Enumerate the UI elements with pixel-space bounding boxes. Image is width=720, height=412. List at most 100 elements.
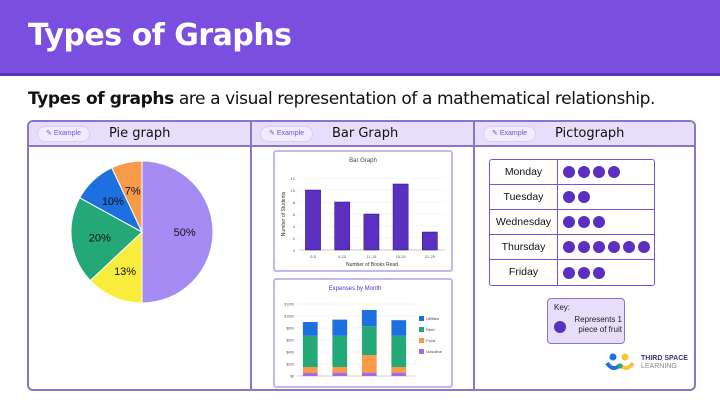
legend-label: Rent (426, 327, 435, 332)
stacked-bar-segment (361, 326, 377, 355)
third-space-logo-icon (605, 353, 635, 370)
fruit-dot-icon (593, 166, 605, 178)
subtitle-rest: are a visual representation of a mathema… (173, 89, 656, 109)
fruit-dot-icon (638, 241, 650, 253)
stacked-bar-segment (302, 335, 318, 367)
day-label: Wednesday (490, 210, 558, 234)
key-title: Key: (554, 303, 571, 312)
fruit-dot-icon (593, 241, 605, 253)
x-tick-label: 6-10 (338, 254, 347, 259)
pictograph-panel: ✎ Example Pictograph Monday Tuesday Wednes… (475, 122, 694, 389)
chart-title: Expenses by Month (329, 286, 382, 292)
day-label: Thursday (490, 235, 558, 259)
stacked-bar-segment (391, 335, 407, 367)
stacked-bar-segment (302, 373, 318, 376)
day-label: Tuesday (490, 185, 558, 209)
stacked-bar-segment (391, 373, 407, 376)
bar (421, 231, 438, 251)
fruit-dots (558, 210, 605, 234)
pie-slice (111, 160, 143, 233)
fruit-dot-icon (578, 266, 590, 279)
panel-header: ✎ Example Bar Graph (252, 122, 473, 147)
subtitle-bold: Types of graphs (28, 89, 174, 109)
pictograph-table: Monday Tuesday Wednesday Thursday Friday (489, 159, 655, 286)
bar-panel: ✎ Example Bar Graph Bar Graph 0 2 4 6 8 10 12 0-… (252, 122, 475, 389)
example-tag: ✎ Example (37, 126, 91, 142)
y-tick-label: $1200 (284, 303, 294, 307)
y-tick-label: 10 (291, 188, 296, 193)
subtitle: Types of graphs are a visual representat… (28, 89, 655, 109)
y-tick-label: $600 (286, 339, 294, 343)
legend-swatch (419, 338, 424, 343)
stacked-bar-chart: Expenses by Month $0 $200 $400 $600 $800 $1000… (284, 286, 443, 379)
stacked-bar-segment (391, 367, 407, 373)
pie-slice-label: 20% (89, 232, 111, 244)
stacked-bar-segment (361, 373, 377, 376)
stacked-bar-segment (332, 373, 348, 376)
legend-swatch (419, 316, 424, 321)
pie-slice (89, 230, 143, 304)
legend-swatch (419, 327, 424, 332)
panel-header: ✎ Example Pictograph (475, 122, 694, 147)
fruit-dot-icon (593, 266, 605, 279)
bar (392, 183, 409, 251)
pie-chart: 50% 13% 20% 10%7% (70, 160, 214, 304)
panel-title: Pictograph (555, 126, 625, 141)
y-tick-label: $1000 (284, 315, 294, 319)
y-tick-label: $800 (286, 327, 294, 331)
stacked-bar-segment (361, 355, 377, 373)
y-tick-label: 0 (293, 248, 296, 253)
legend-label: Gasoline (426, 349, 443, 354)
fruit-dot-icon (578, 166, 590, 178)
fruit-dot-icon (578, 241, 590, 253)
fruit-dot-icon (578, 216, 590, 228)
bar (305, 189, 321, 251)
logo: THIRD SPACE LEARNING (605, 352, 688, 374)
pie-slice (141, 160, 214, 304)
day-label: Monday (490, 160, 558, 184)
bar-chart-box: Bar Graph 0 2 4 6 8 10 12 0-5 6-10 11-15 16-20 21-25… (273, 150, 453, 272)
fruit-dots (558, 185, 590, 209)
legend-swatch (419, 349, 424, 354)
header: Types of Graphs (0, 0, 720, 76)
pie-slice-label: 50% (174, 227, 196, 239)
panel-title: Pie graph (109, 126, 171, 141)
x-tick-label: 16-20 (395, 254, 406, 259)
bar (334, 201, 351, 251)
y-tick-label: 2 (293, 236, 296, 241)
pie-slice-label: 7% (125, 185, 141, 197)
stacked-bar-segment (302, 322, 318, 336)
stacked-chart-box: Expenses by Month $0 $200 $400 $600 $800 $1000… (273, 278, 453, 388)
y-tick-label: 12 (291, 176, 296, 181)
fruit-dots (558, 160, 620, 184)
chart-title: Bar Graph (349, 158, 377, 164)
pictograph-row: Friday (490, 260, 654, 285)
fruit-dot-icon (554, 321, 566, 333)
pie-slice-label: 13% (114, 266, 136, 278)
pie-slice-label: 10% (102, 196, 124, 208)
fruit-dot-icon (578, 191, 590, 203)
fruit-dot-icon (563, 241, 575, 253)
key-text: Represents 1 piece of fruit (574, 315, 622, 334)
stacked-bar-segment (302, 367, 318, 373)
fruit-dots (558, 260, 605, 285)
x-tick-label: 11-15 (366, 254, 377, 259)
fruit-dot-icon (563, 266, 575, 279)
legend-label: Utilities (426, 316, 439, 321)
fruit-dot-icon (563, 216, 575, 228)
x-tick-label: 21-25 (425, 254, 436, 259)
y-tick-label: 8 (293, 200, 296, 205)
stacked-bar-segment (391, 320, 407, 336)
y-tick-label: $0 (290, 375, 294, 379)
example-tag: ✎ Example (483, 126, 537, 142)
fruit-dot-icon (563, 166, 575, 178)
example-tag: ✎ Example (260, 126, 314, 142)
day-label: Friday (490, 260, 558, 285)
pictograph-row: Thursday (490, 235, 654, 260)
pictograph-row: Wednesday (490, 210, 654, 235)
y-tick-label: 6 (293, 212, 296, 217)
pie-panel: ✎ Example Pie graph 50% 13% 20% 10% 7% (29, 122, 252, 389)
x-axis-label: Number of Books Read (346, 262, 398, 268)
panel-header: ✎ Example Pie graph (29, 122, 250, 147)
panel-title: Bar Graph (332, 126, 399, 141)
